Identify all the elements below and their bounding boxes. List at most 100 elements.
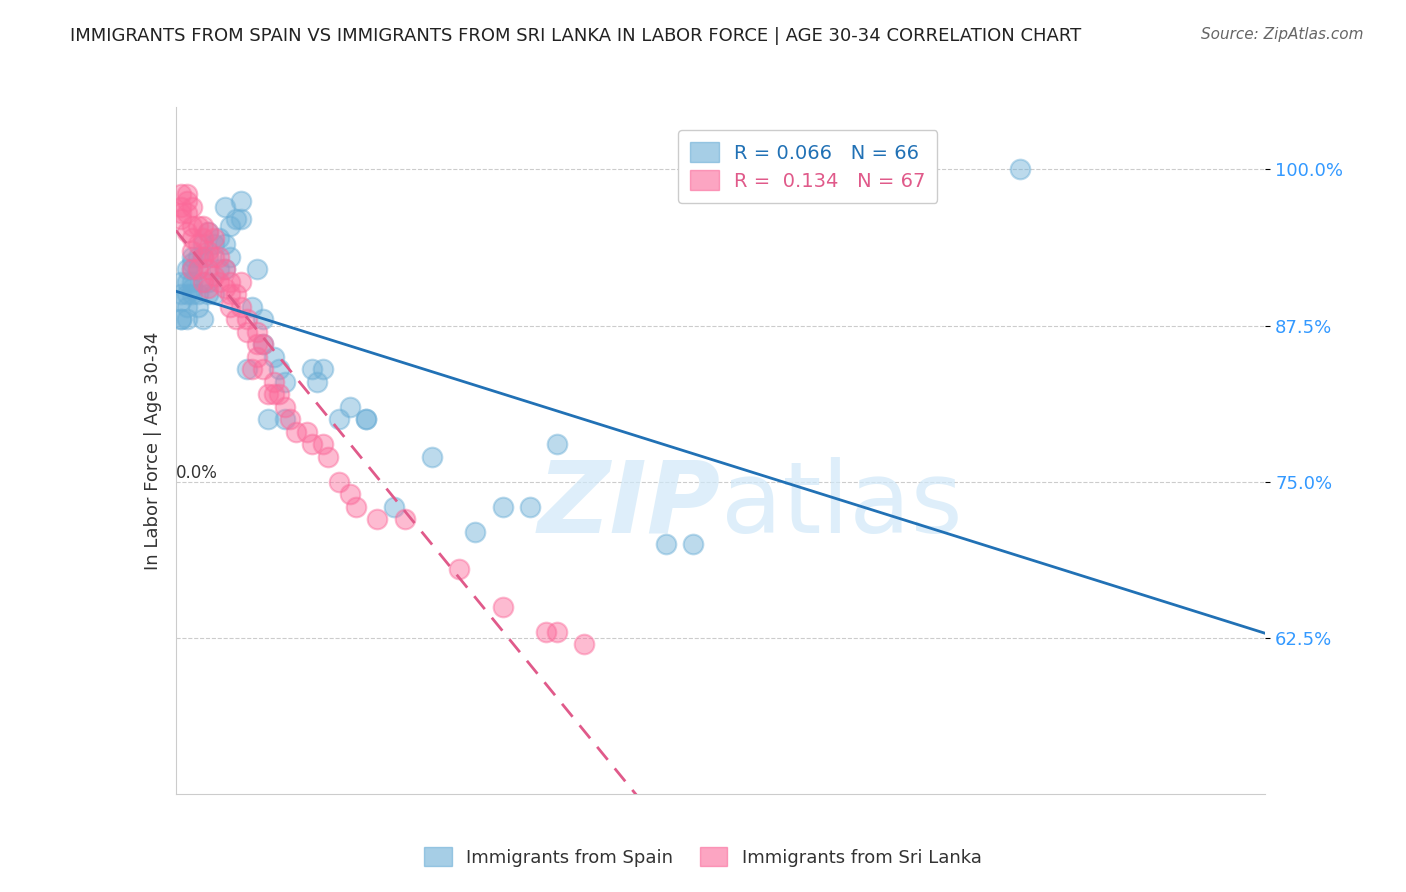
Point — [191, 275, 214, 289]
Point — [176, 300, 198, 314]
Point — [274, 412, 297, 426]
Point — [394, 512, 416, 526]
Point — [655, 537, 678, 551]
Point — [219, 219, 242, 233]
Point — [214, 262, 236, 277]
Point — [197, 250, 219, 264]
Point — [202, 250, 225, 264]
Point — [176, 312, 198, 326]
Text: atlas: atlas — [721, 457, 962, 554]
Point — [339, 400, 361, 414]
Point — [176, 275, 198, 289]
Point — [246, 325, 269, 339]
Point — [274, 400, 297, 414]
Point — [202, 231, 225, 245]
Point — [181, 250, 204, 264]
Y-axis label: In Labor Force | Age 30-34: In Labor Force | Age 30-34 — [143, 331, 162, 570]
Point — [186, 237, 209, 252]
Point — [278, 412, 301, 426]
Point — [197, 225, 219, 239]
Point — [219, 275, 242, 289]
Point — [197, 225, 219, 239]
Point — [191, 237, 214, 252]
Point — [252, 312, 274, 326]
Point — [240, 300, 263, 314]
Point — [257, 412, 280, 426]
Point — [181, 275, 204, 289]
Point — [263, 375, 285, 389]
Point — [328, 412, 350, 426]
Point — [191, 312, 214, 326]
Point — [246, 337, 269, 351]
Point — [181, 200, 204, 214]
Point — [1010, 162, 1032, 177]
Text: Source: ZipAtlas.com: Source: ZipAtlas.com — [1201, 27, 1364, 42]
Point — [225, 212, 247, 227]
Point — [307, 375, 329, 389]
Point — [682, 537, 704, 551]
Point — [252, 337, 274, 351]
Point — [191, 231, 214, 245]
Point — [219, 287, 242, 301]
Point — [208, 250, 231, 264]
Point — [186, 262, 209, 277]
Point — [191, 219, 214, 233]
Point — [191, 250, 214, 264]
Point — [235, 312, 257, 326]
Point — [312, 437, 335, 451]
Point — [181, 262, 204, 277]
Point — [225, 312, 247, 326]
Point — [257, 387, 280, 401]
Point — [252, 362, 274, 376]
Point — [181, 287, 204, 301]
Point — [519, 500, 541, 514]
Point — [263, 350, 285, 364]
Point — [186, 300, 209, 314]
Point — [328, 475, 350, 489]
Point — [235, 362, 257, 376]
Point — [181, 256, 204, 270]
Point — [181, 262, 204, 277]
Point — [176, 206, 198, 220]
Point — [181, 219, 204, 233]
Point — [301, 437, 323, 451]
Point — [176, 262, 198, 277]
Point — [366, 512, 388, 526]
Point — [231, 300, 253, 314]
Point — [176, 287, 198, 301]
Point — [170, 312, 193, 326]
Point — [176, 187, 198, 202]
Text: 0.0%: 0.0% — [176, 464, 218, 483]
Point — [170, 187, 193, 202]
Point — [546, 624, 568, 639]
Point — [246, 350, 269, 364]
Text: IMMIGRANTS FROM SPAIN VS IMMIGRANTS FROM SRI LANKA IN LABOR FORCE | AGE 30-34 CO: IMMIGRANTS FROM SPAIN VS IMMIGRANTS FROM… — [70, 27, 1081, 45]
Point — [186, 219, 209, 233]
Point — [356, 412, 378, 426]
Point — [492, 599, 515, 614]
Point — [197, 281, 219, 295]
Point — [534, 624, 557, 639]
Legend: R = 0.066   N = 66, R =  0.134   N = 67: R = 0.066 N = 66, R = 0.134 N = 67 — [678, 130, 938, 202]
Point — [197, 287, 219, 301]
Text: ZIP: ZIP — [537, 457, 721, 554]
Point — [240, 362, 263, 376]
Point — [186, 262, 209, 277]
Point — [208, 231, 231, 245]
Point — [170, 206, 193, 220]
Point — [214, 262, 236, 277]
Point — [202, 237, 225, 252]
Point — [231, 275, 253, 289]
Point — [197, 244, 219, 258]
Point — [176, 225, 198, 239]
Point — [181, 244, 204, 258]
Point — [274, 375, 297, 389]
Point — [301, 362, 323, 376]
Point — [170, 275, 193, 289]
Point — [420, 450, 443, 464]
Point — [231, 212, 253, 227]
Point — [231, 194, 253, 208]
Point — [170, 287, 193, 301]
Point — [202, 287, 225, 301]
Point — [339, 487, 361, 501]
